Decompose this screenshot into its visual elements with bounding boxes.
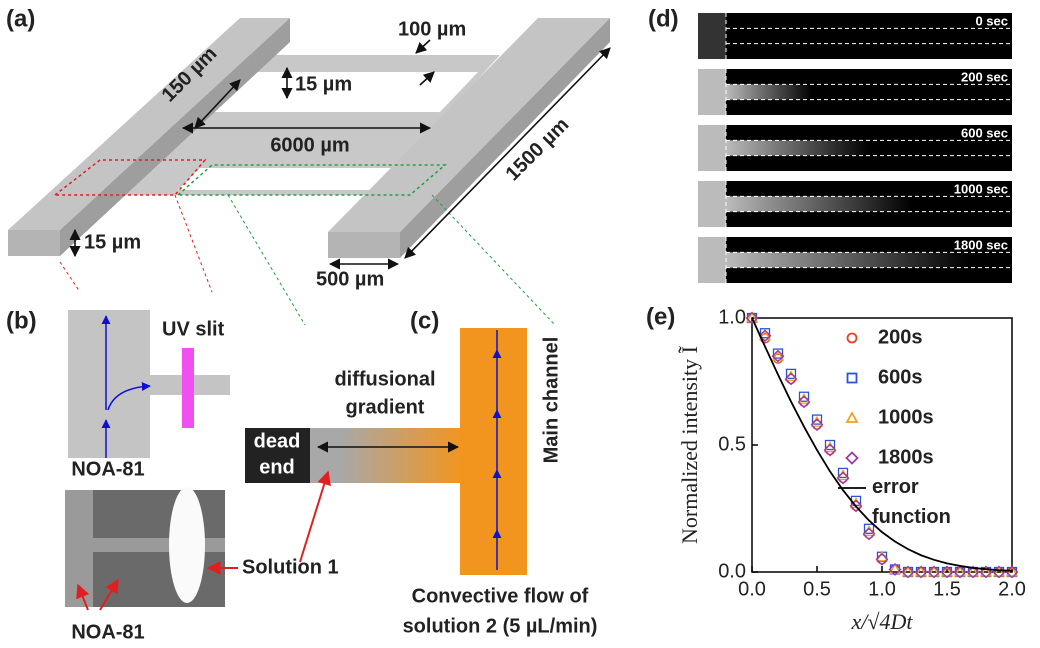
label: dead (254, 430, 301, 452)
legend-label: 1800s (878, 446, 934, 468)
y-tick-label: 0.0 (718, 560, 746, 582)
label: Main channel (540, 337, 562, 464)
dye-gradient (726, 140, 1012, 155)
y-axis-label: Normalized intensity Ĩ (677, 345, 702, 544)
legend-marker (847, 413, 857, 422)
label: solution 2 (5 µL/min) (403, 615, 598, 637)
dye-gradient (726, 84, 1012, 99)
dye-gradient (726, 196, 1012, 211)
label: Convective flow of (412, 585, 589, 607)
figure: (a) (b) (c) (d) (e) 100 µm 15 µm 150 µm … (0, 0, 1040, 648)
panel-label: (d) (648, 5, 679, 32)
dye-gradient (726, 252, 1012, 267)
time-label: 1800 sec (954, 237, 1008, 252)
legend-label: 1000s (878, 406, 934, 428)
dimension-label: 15 µm (295, 73, 352, 95)
legend-marker (847, 453, 858, 464)
x-tick-label: 1.0 (868, 578, 896, 600)
label: UV slit (162, 318, 225, 340)
legend-label: 600s (878, 366, 923, 388)
legend-label-box: error function (872, 472, 972, 536)
x-axis-label: x/√4Dt (851, 609, 914, 634)
panel-label: (a) (6, 5, 35, 32)
legend-label: 200s (878, 326, 923, 348)
time-label: 200 sec (961, 69, 1008, 84)
dimension-label: 15 µm (84, 231, 141, 253)
legend-marker (848, 334, 857, 343)
dead-end-channel (698, 13, 726, 59)
time-label: 0 sec (975, 13, 1008, 28)
dead-end-channel (698, 125, 726, 171)
panel-label: (b) (6, 307, 37, 334)
label: Solution 1 (242, 556, 339, 578)
label: end (259, 456, 295, 478)
dead-end-channel (698, 181, 726, 227)
dead-end-channel (698, 69, 726, 115)
time-label: 600 sec (961, 125, 1008, 140)
dimension-label: 100 µm (398, 18, 466, 40)
y-tick-label: 0.5 (718, 433, 746, 455)
dimension-label: 6000 µm (270, 134, 349, 156)
x-tick-label: 1.5 (933, 578, 961, 600)
dye-gradient (726, 28, 1012, 43)
y-tick-label: 1.0 (718, 306, 746, 328)
legend-label: error function (872, 472, 972, 532)
label: NOA-81 (71, 621, 144, 643)
panel-label: (c) (410, 307, 439, 334)
panel-label: (e) (646, 303, 675, 330)
label: gradient (346, 396, 425, 418)
label: NOA-81 (71, 458, 144, 480)
dimension-label: 500 µm (316, 268, 384, 290)
x-tick-label: 2.0 (998, 578, 1026, 600)
dead-end-channel (698, 237, 726, 283)
label: diffusional (334, 368, 435, 390)
time-label: 1000 sec (954, 181, 1008, 196)
x-tick-label: 0.5 (803, 578, 831, 600)
legend-marker (848, 374, 857, 383)
time-series-images: 0 sec 200 sec 600 sec 1000 sec 1800 sec (698, 13, 1012, 283)
